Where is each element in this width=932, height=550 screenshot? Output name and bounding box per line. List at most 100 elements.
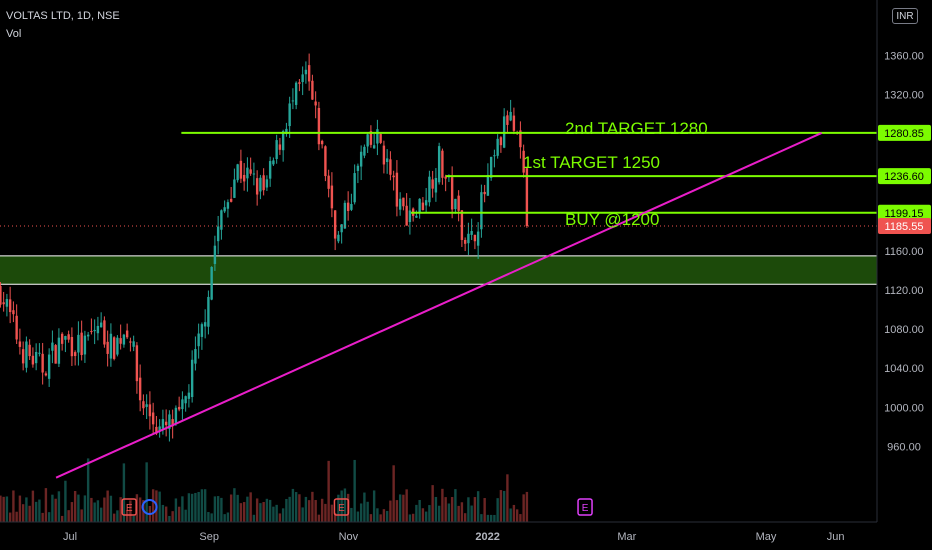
volume-bar	[106, 490, 109, 522]
candle-body	[18, 341, 22, 347]
volume-bar	[278, 513, 282, 522]
candle-body	[385, 158, 389, 163]
volume-bar	[41, 512, 44, 522]
candle-body	[132, 341, 135, 347]
candle-body	[80, 332, 83, 356]
candle-body	[483, 191, 486, 195]
volume-bar	[389, 500, 392, 522]
candle-body	[392, 175, 395, 178]
candle-body	[99, 322, 103, 328]
volume-bar	[402, 494, 405, 522]
candle-body	[28, 344, 31, 357]
candle-body	[314, 101, 317, 106]
symbol-title: VOLTAS LTD, 1D, NSE	[6, 10, 120, 22]
candle-body	[151, 412, 155, 425]
volume-bar	[252, 514, 256, 522]
earnings-marker	[577, 498, 593, 516]
candle-body	[41, 353, 44, 373]
price-axis-bg	[877, 0, 932, 550]
candle-body	[281, 131, 285, 151]
volume-bar	[330, 504, 334, 522]
volume-bar	[0, 495, 2, 522]
volume-bar	[285, 498, 288, 522]
volume-bar	[93, 502, 96, 522]
volume-bar	[64, 480, 67, 522]
volume-bar	[288, 496, 291, 522]
candle-body	[359, 151, 363, 167]
candle-body	[424, 200, 428, 206]
volume-bar	[512, 504, 516, 522]
candle-body	[272, 160, 275, 165]
volume-bar	[67, 510, 70, 522]
price-tag-label: 1185.55	[885, 221, 924, 233]
candle-body	[327, 175, 330, 189]
candle-body	[103, 320, 106, 345]
candle-body	[496, 138, 499, 156]
volume-bar	[60, 515, 64, 522]
volume-bar	[190, 493, 194, 522]
candle-body	[142, 401, 145, 409]
candle-body	[434, 177, 438, 193]
candle-body	[291, 100, 295, 102]
volume-bar	[291, 488, 295, 522]
candle-body	[333, 210, 337, 239]
volume-bar	[324, 503, 327, 522]
volume-bar	[385, 510, 389, 522]
candle-body	[229, 198, 233, 202]
candle-body	[194, 349, 197, 364]
volume-bar	[333, 512, 337, 522]
candle-body	[73, 352, 77, 357]
candle-body	[298, 82, 301, 84]
volume-bar	[161, 504, 165, 522]
candle-body	[519, 130, 522, 148]
volume-bar	[25, 497, 28, 522]
price-tick-label: 1360.00	[884, 51, 924, 63]
candlesticks	[0, 53, 529, 442]
volume-bar	[145, 462, 148, 522]
volume-bar	[203, 489, 207, 522]
volume-bar	[77, 494, 80, 522]
volume-bar	[223, 514, 226, 522]
volume-bar	[327, 460, 330, 522]
candle-body	[450, 177, 454, 210]
volume-bar	[447, 503, 451, 522]
candle-body	[317, 107, 321, 145]
volume-bar	[457, 505, 460, 522]
candle-body	[320, 140, 324, 145]
volume-bar	[434, 496, 438, 522]
volume-bar	[454, 489, 457, 522]
volume-bar	[418, 499, 421, 522]
candle-body	[5, 299, 9, 307]
volume-bar	[340, 490, 343, 522]
rising-trendline	[55, 132, 823, 479]
volume-bar	[496, 498, 499, 522]
candle-body	[294, 82, 298, 105]
volume-bar	[428, 505, 431, 522]
volume-bar	[411, 513, 415, 522]
candle-body	[330, 185, 334, 209]
volume-bar	[450, 497, 454, 522]
volume-bar	[31, 490, 35, 522]
volume-bar	[268, 499, 272, 522]
candle-body	[213, 245, 217, 264]
volume-bar	[298, 494, 301, 522]
support-zone	[0, 255, 877, 285]
price-tag-label: 1199.15	[885, 208, 924, 220]
time-tick-label: May	[756, 531, 777, 543]
volume-bar	[294, 492, 298, 522]
candle-body	[522, 150, 525, 173]
candle-body	[246, 167, 249, 179]
price-tick-label: 960.00	[887, 441, 921, 453]
currency-button[interactable]: INR	[892, 8, 918, 24]
candle-body	[324, 146, 327, 177]
candle-body	[512, 115, 516, 131]
volume-bar	[229, 494, 233, 522]
volume-bar	[18, 495, 22, 522]
candle-body	[220, 210, 223, 230]
volume-bar	[369, 514, 373, 522]
candle-body	[457, 195, 460, 211]
candle-body	[252, 173, 256, 175]
candle-body	[171, 419, 174, 427]
volume-bar	[54, 498, 57, 522]
